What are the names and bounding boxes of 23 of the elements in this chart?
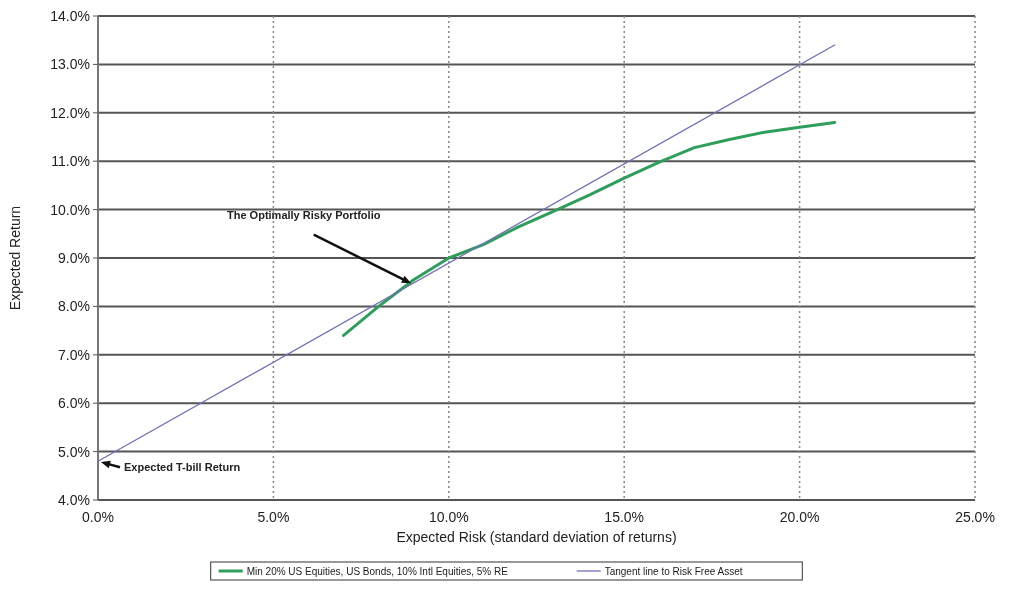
y-tick-label: 6.0% <box>58 395 90 412</box>
y-axis-title: Expected Return <box>7 205 23 311</box>
legend-label: Min 20% US Equities, US Bonds, 10% Intl Equities, 5% RE <box>246 565 509 577</box>
annotation: Expected T-bill Return <box>124 461 241 474</box>
y-tick-label: 13.0% <box>50 56 90 73</box>
x-tick-label: 25.0% <box>955 509 995 525</box>
y-tick-label: 10.0% <box>50 201 90 218</box>
y-tick-label: 4.0% <box>58 491 90 508</box>
y-tick-label: 12.0% <box>50 104 90 121</box>
y-tick-label: 5.0% <box>58 443 90 460</box>
y-tick-label: 14.0% <box>50 7 90 24</box>
x-tick-label: 15.0% <box>604 509 645 525</box>
y-tick-label: 8.0% <box>58 298 90 315</box>
x-tick-label: 10.0% <box>428 509 469 525</box>
x-tick-label: 5.0% <box>257 509 290 525</box>
legend-label: Tangent line to Risk Free Asset <box>604 565 743 577</box>
annotation: The Optimally Risky Portfolio <box>227 208 381 221</box>
y-tick-label: 9.0% <box>58 249 90 266</box>
y-tick-label: 7.0% <box>58 346 90 363</box>
x-tick-label: 0.0% <box>82 509 114 525</box>
y-tick-label: 11.0% <box>51 153 90 170</box>
x-tick-label: 20.0% <box>779 509 820 525</box>
x-axis-title: Expected Risk (standard deviation of returns) <box>396 529 677 545</box>
